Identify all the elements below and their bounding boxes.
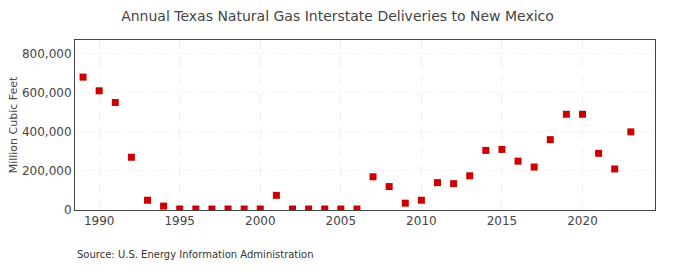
svg-text:2005: 2005 (326, 214, 357, 228)
svg-text:Million Cubic Feet: Million Cubic Feet (7, 76, 20, 173)
svg-text:Source: U.S. Energy Informatio: Source: U.S. Energy Information Administ… (77, 249, 314, 260)
svg-text:800,000: 800,000 (22, 47, 72, 61)
svg-text:600,000: 600,000 (22, 86, 72, 100)
svg-text:2010: 2010 (406, 214, 437, 228)
svg-text:2000: 2000 (245, 214, 276, 228)
svg-text:1995: 1995 (164, 214, 195, 228)
svg-text:0: 0 (64, 203, 72, 217)
svg-text:Annual Texas Natural Gas Inter: Annual Texas Natural Gas Interstate Deli… (121, 8, 554, 24)
svg-text:400,000: 400,000 (22, 125, 72, 139)
svg-text:200,000: 200,000 (22, 164, 72, 178)
svg-text:2020: 2020 (567, 214, 598, 228)
svg-text:2015: 2015 (487, 214, 518, 228)
svg-text:1990: 1990 (84, 214, 115, 228)
